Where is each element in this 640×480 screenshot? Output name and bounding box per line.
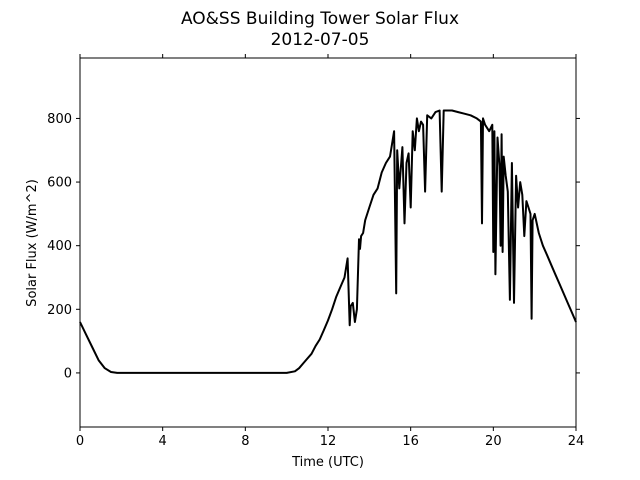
x-tick-label: 20 <box>485 434 502 449</box>
y-axis: 0 200 400 600 800 <box>47 112 580 381</box>
x-axis: 0 4 8 12 16 20 24 <box>76 54 584 449</box>
x-tick-label: 16 <box>402 434 419 449</box>
y-tick-label: 400 <box>47 239 72 254</box>
plot-area <box>79 109 577 374</box>
chart-title: AO&SS Building Tower Solar Flux <box>181 9 459 29</box>
y-tick-label: 200 <box>47 303 72 318</box>
x-tick-label: 24 <box>568 434 585 449</box>
y-tick-label: 800 <box>47 112 72 127</box>
y-tick-label: 0 <box>64 366 72 381</box>
x-axis-label: Time (UTC) <box>291 455 364 470</box>
x-tick-label: 8 <box>241 434 249 449</box>
x-tick-label: 4 <box>159 434 167 449</box>
y-tick-label: 600 <box>47 176 72 191</box>
x-tick-label: 0 <box>76 434 84 449</box>
series-line-0 <box>79 109 577 374</box>
y-axis-label: Solar Flux (W/m^2) <box>25 179 40 307</box>
x-tick-label: 12 <box>320 434 337 449</box>
chart-subtitle: 2012-07-05 <box>271 30 370 50</box>
